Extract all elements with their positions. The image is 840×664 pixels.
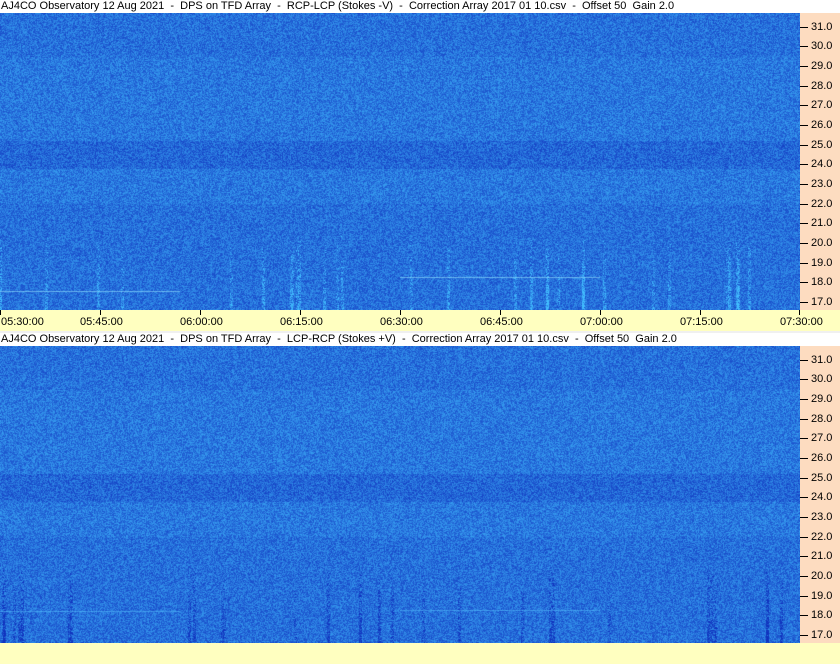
frequency-tick — [800, 105, 808, 106]
frequency-tick — [800, 419, 808, 420]
frequency-tick — [800, 282, 808, 283]
frequency-tick-label: 25.0 — [811, 472, 833, 484]
frequency-tick-label: 29.0 — [811, 60, 833, 72]
frequency-tick — [800, 635, 808, 636]
frequency-tick-label: 23.0 — [811, 178, 833, 190]
frequency-tick-label: 27.0 — [811, 99, 833, 111]
time-tick-label: 06:00:00 — [180, 316, 223, 328]
time-tick-label: 07:00:00 — [580, 316, 623, 328]
frequency-tick — [800, 556, 808, 557]
time-tick — [400, 310, 401, 315]
frequency-tick-label: 25.0 — [811, 139, 833, 151]
time-tick — [200, 310, 201, 315]
frequency-tick-label: 27.0 — [811, 432, 833, 444]
frequency-axis-bottom: 31.0 30.0 29.0 28.0 27.0 26.0 25.0 24.0 23.0 22.0… — [800, 346, 840, 643]
frequency-tick — [800, 379, 808, 380]
frequency-tick-label: 30.0 — [811, 40, 833, 52]
frequency-tick-label: 29.0 — [811, 393, 833, 405]
frequency-tick — [800, 302, 808, 303]
frequency-tick-label: 28.0 — [811, 413, 833, 425]
time-tick — [0, 310, 1, 315]
frequency-tick — [800, 46, 808, 47]
time-tick — [300, 310, 301, 315]
panel-bottom-title: AJ4CO Observatory 12 Aug 2021 - DPS on T… — [0, 333, 840, 346]
time-tick-label: 06:45:00 — [480, 316, 523, 328]
frequency-tick — [800, 576, 808, 577]
spectrogram-top — [0, 13, 800, 310]
frequency-tick — [800, 86, 808, 87]
frequency-tick — [800, 360, 808, 361]
frequency-tick-label: 26.0 — [811, 119, 833, 131]
frequency-tick — [800, 537, 808, 538]
frequency-tick — [800, 125, 808, 126]
frequency-tick — [800, 243, 808, 244]
time-tick — [600, 310, 601, 315]
frequency-tick-label: 17.0 — [811, 629, 833, 641]
frequency-tick — [800, 438, 808, 439]
time-tick — [700, 310, 701, 315]
frequency-tick-label: 19.0 — [811, 590, 833, 602]
frequency-tick-label: 17.0 — [811, 296, 833, 308]
frequency-tick-label: 22.0 — [811, 198, 833, 210]
frequency-tick-label: 18.0 — [811, 276, 833, 288]
frequency-tick — [800, 517, 808, 518]
time-axis-top: 05:30:00 05:45:00 06:00:00 06:15:00 06:30:00… — [0, 310, 840, 331]
time-tick-label: 07:30:00 — [780, 316, 823, 328]
frequency-tick — [800, 596, 808, 597]
frequency-tick — [800, 263, 808, 264]
frequency-tick-label: 31.0 — [811, 354, 833, 366]
frequency-tick-label: 20.0 — [811, 237, 833, 249]
frequency-tick — [800, 458, 808, 459]
frequency-tick — [800, 478, 808, 479]
frequency-tick — [800, 497, 808, 498]
frequency-tick — [800, 615, 808, 616]
time-tick-label: 06:30:00 — [380, 316, 423, 328]
frequency-tick-label: 18.0 — [811, 609, 833, 621]
frequency-tick — [800, 399, 808, 400]
frequency-tick — [800, 184, 808, 185]
time-tick-label: 06:15:00 — [280, 316, 323, 328]
frequency-tick — [800, 66, 808, 67]
time-axis-bottom — [0, 643, 840, 664]
time-tick — [500, 310, 501, 315]
frequency-tick — [800, 27, 808, 28]
frequency-axis-top: 31.0 30.0 29.0 28.0 27.0 26.0 25.0 24.0 23.0 22.0… — [800, 13, 840, 310]
frequency-tick-label: 28.0 — [811, 80, 833, 92]
frequency-tick-label: 24.0 — [811, 491, 833, 503]
frequency-tick-label: 21.0 — [811, 217, 833, 229]
frequency-tick-label: 20.0 — [811, 570, 833, 582]
frequency-tick-label: 26.0 — [811, 452, 833, 464]
time-tick — [799, 310, 800, 315]
time-tick — [100, 310, 101, 315]
frequency-tick-label: 31.0 — [811, 21, 833, 33]
time-tick-label: 07:15:00 — [680, 316, 723, 328]
frequency-tick — [800, 164, 808, 165]
frequency-tick — [800, 204, 808, 205]
spectrogram-bottom — [0, 346, 800, 643]
time-tick-label: 05:45:00 — [80, 316, 123, 328]
frequency-tick-label: 24.0 — [811, 158, 833, 170]
frequency-tick-label: 23.0 — [811, 511, 833, 523]
frequency-tick — [800, 223, 808, 224]
frequency-tick — [800, 145, 808, 146]
frequency-tick-label: 19.0 — [811, 257, 833, 269]
frequency-tick-label: 21.0 — [811, 550, 833, 562]
frequency-tick-label: 30.0 — [811, 373, 833, 385]
frequency-tick-label: 22.0 — [811, 531, 833, 543]
time-tick-label: 05:30:00 — [1, 316, 44, 328]
panel-top-title: AJ4CO Observatory 12 Aug 2021 - DPS on T… — [0, 0, 840, 13]
